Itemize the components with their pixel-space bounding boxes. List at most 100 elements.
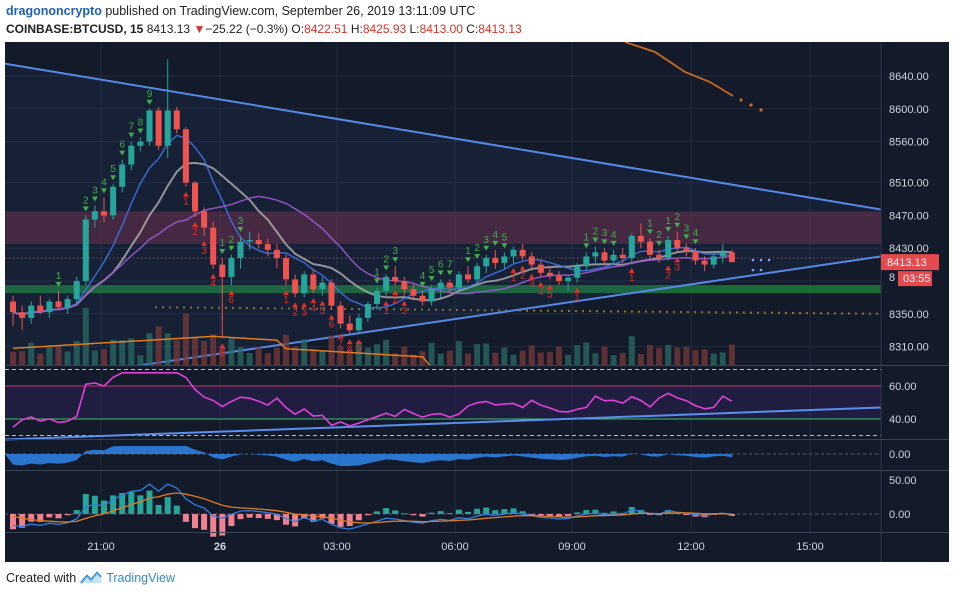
candle[interactable] — [364, 301, 371, 323]
candle[interactable] — [110, 184, 117, 220]
low-value: 8413.00 — [419, 22, 463, 36]
candle[interactable] — [237, 235, 244, 269]
candle[interactable] — [301, 271, 308, 298]
candle[interactable] — [219, 258, 226, 339]
candle[interactable] — [483, 254, 490, 273]
candle[interactable] — [410, 284, 417, 300]
candle[interactable] — [592, 246, 599, 263]
candle[interactable] — [428, 285, 435, 306]
candle[interactable] — [228, 254, 235, 286]
candle[interactable] — [401, 276, 408, 296]
candle[interactable] — [546, 266, 553, 280]
candle[interactable] — [119, 159, 126, 193]
candle[interactable] — [164, 59, 171, 158]
candle[interactable] — [601, 248, 608, 265]
price-axis[interactable]: 8640.00 8600.00 8560.00 8510.00 8470.00 8430.… — [881, 71, 939, 521]
candle[interactable] — [46, 299, 53, 318]
candle[interactable] — [82, 215, 89, 286]
macd-histogram-bar — [273, 514, 280, 521]
candle[interactable] — [201, 207, 208, 236]
candle[interactable] — [701, 256, 708, 272]
candle[interactable] — [537, 260, 544, 277]
candle[interactable] — [528, 252, 535, 269]
candle[interactable] — [465, 266, 471, 283]
candle-body — [583, 256, 590, 267]
candle[interactable] — [619, 248, 626, 263]
candle[interactable] — [346, 315, 353, 335]
candle[interactable] — [719, 244, 726, 263]
symbol-label[interactable]: COINBASE:BTCUSD, 15 — [6, 22, 144, 36]
candle[interactable] — [610, 249, 617, 265]
candle[interactable] — [683, 243, 690, 257]
candle[interactable] — [64, 295, 71, 314]
candle[interactable] — [656, 249, 663, 263]
candle[interactable] — [292, 274, 299, 298]
candle[interactable] — [492, 249, 499, 269]
candle[interactable] — [455, 271, 462, 291]
candle[interactable] — [182, 126, 189, 187]
candle[interactable] — [565, 274, 572, 291]
candle[interactable] — [337, 301, 344, 329]
candle[interactable] — [246, 231, 253, 250]
candle[interactable] — [137, 137, 144, 152]
macd-histogram-bar — [556, 514, 562, 518]
time-axis[interactable]: 21:00 26 03:00 06:00 09:00 12:00 15:00 — [87, 541, 824, 553]
oscillator-pane[interactable] — [5, 446, 881, 466]
candle[interactable] — [273, 244, 280, 269]
candle-body — [37, 305, 44, 313]
candle[interactable] — [556, 271, 562, 286]
candle[interactable] — [419, 290, 426, 306]
candle[interactable] — [146, 108, 153, 146]
candle[interactable] — [637, 223, 644, 249]
candle[interactable] — [10, 295, 16, 327]
candle[interactable] — [91, 205, 98, 228]
td-count-green: 8 — [138, 118, 144, 129]
candle[interactable] — [37, 295, 44, 314]
macd-pane[interactable] — [5, 483, 881, 537]
candle[interactable] — [474, 262, 481, 283]
candle[interactable] — [319, 276, 326, 296]
candle[interactable] — [255, 233, 262, 249]
candle[interactable] — [192, 180, 198, 218]
td-down-arrow-icon — [446, 270, 453, 276]
candle[interactable] — [55, 290, 62, 310]
rsi-pane[interactable] — [5, 369, 882, 441]
candle[interactable] — [173, 107, 180, 134]
candle[interactable] — [355, 313, 362, 335]
candle[interactable] — [210, 221, 217, 269]
candle[interactable] — [264, 238, 271, 257]
candle[interactable] — [574, 262, 581, 283]
candle[interactable] — [383, 274, 390, 296]
candle[interactable] — [674, 231, 681, 253]
candle[interactable] — [128, 141, 135, 171]
candle[interactable] — [73, 276, 80, 304]
candle[interactable] — [374, 287, 380, 310]
candle[interactable] — [392, 266, 399, 286]
candle[interactable] — [510, 246, 517, 263]
candle[interactable] — [519, 244, 526, 261]
candle[interactable] — [446, 279, 453, 294]
candle[interactable] — [647, 238, 653, 259]
candle[interactable] — [101, 197, 107, 222]
candle[interactable] — [728, 249, 735, 263]
td-down-arrow-icon — [419, 281, 426, 287]
candle[interactable] — [692, 248, 699, 265]
tradingview-brand[interactable]: TradingView — [106, 571, 175, 585]
candle[interactable] — [665, 235, 672, 261]
candle[interactable] — [628, 233, 635, 263]
candle[interactable] — [328, 279, 335, 310]
candle[interactable] — [437, 279, 444, 298]
author-name[interactable]: dragononcrypto — [6, 4, 102, 18]
volume-bar — [665, 344, 672, 365]
candle[interactable] — [583, 252, 590, 272]
candle[interactable] — [283, 254, 289, 286]
candle[interactable] — [501, 252, 508, 269]
candle[interactable] — [28, 301, 35, 324]
candle[interactable] — [710, 252, 717, 269]
candle[interactable] — [310, 268, 317, 294]
candle[interactable] — [19, 305, 26, 331]
candle[interactable] — [155, 107, 162, 150]
candle-body — [401, 281, 408, 290]
